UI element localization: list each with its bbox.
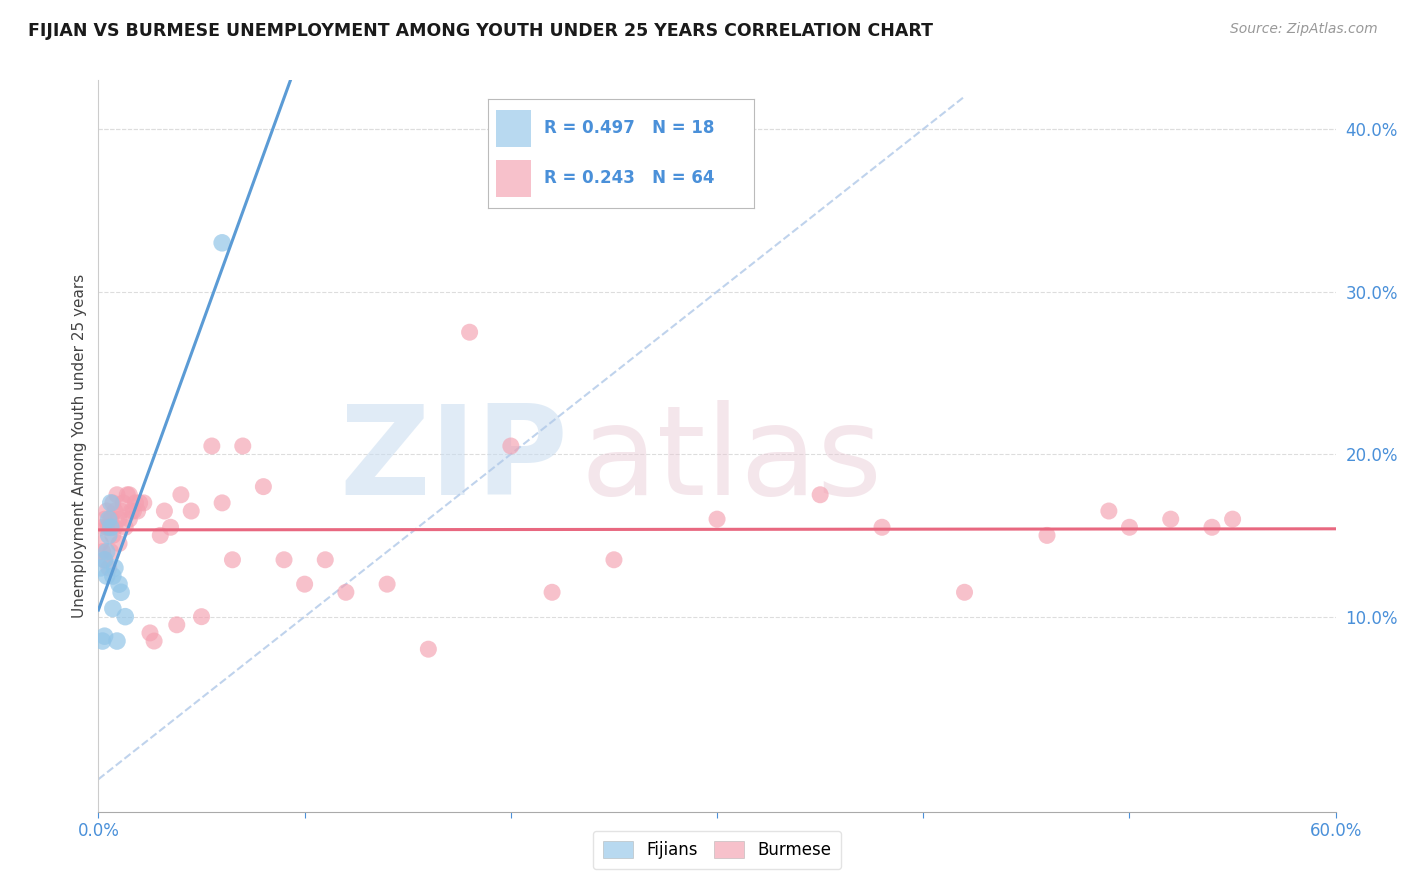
Point xyxy=(100,520,122,534)
Text: Source: ZipAtlas.com: Source: ZipAtlas.com xyxy=(1230,22,1378,37)
Point xyxy=(91,520,114,534)
Point xyxy=(118,512,141,526)
Point xyxy=(603,553,626,567)
Text: atlas: atlas xyxy=(581,401,883,521)
Point xyxy=(114,520,136,534)
Point xyxy=(114,609,136,624)
Point xyxy=(953,585,976,599)
Point xyxy=(89,536,111,550)
Point xyxy=(314,553,336,567)
Point xyxy=(232,439,254,453)
Point xyxy=(112,496,135,510)
Point xyxy=(294,577,316,591)
Point xyxy=(211,496,233,510)
Point xyxy=(108,512,131,526)
Point xyxy=(1160,512,1182,526)
Point xyxy=(96,544,118,558)
Point xyxy=(211,235,233,250)
Point xyxy=(120,504,142,518)
Point xyxy=(458,325,481,339)
Point xyxy=(96,520,118,534)
Point xyxy=(89,561,111,575)
Point xyxy=(153,504,176,518)
Point xyxy=(96,504,118,518)
Point xyxy=(808,488,831,502)
Y-axis label: Unemployment Among Youth under 25 years: Unemployment Among Youth under 25 years xyxy=(72,274,87,618)
Point xyxy=(101,569,124,583)
Point xyxy=(124,496,146,510)
Point xyxy=(101,528,124,542)
Point xyxy=(104,520,127,534)
Point xyxy=(1036,528,1059,542)
Point xyxy=(335,585,357,599)
Point xyxy=(91,634,114,648)
Point xyxy=(201,439,224,453)
Point xyxy=(1201,520,1223,534)
Point xyxy=(221,553,243,567)
Point xyxy=(122,504,145,518)
Point xyxy=(418,642,440,657)
Point xyxy=(273,553,295,567)
Point xyxy=(706,512,728,526)
Point xyxy=(108,536,131,550)
Text: ZIP: ZIP xyxy=(340,401,568,521)
Point xyxy=(93,553,115,567)
Point xyxy=(100,496,122,510)
Point xyxy=(110,585,132,599)
Point xyxy=(91,544,114,558)
Point xyxy=(97,528,120,542)
Point xyxy=(1222,512,1244,526)
Point xyxy=(96,569,118,583)
Point xyxy=(104,561,127,575)
Point xyxy=(93,629,115,643)
Point xyxy=(252,480,274,494)
Point xyxy=(105,488,128,502)
Point xyxy=(127,504,149,518)
Point xyxy=(101,496,124,510)
Point xyxy=(170,488,193,502)
Point xyxy=(132,496,155,510)
Point xyxy=(180,504,202,518)
Point xyxy=(541,585,564,599)
Point xyxy=(117,488,139,502)
Point xyxy=(143,634,166,648)
Point xyxy=(93,512,115,526)
Point xyxy=(104,504,127,518)
Point xyxy=(1118,520,1140,534)
Point xyxy=(190,609,212,624)
Point xyxy=(101,601,124,615)
Point xyxy=(499,439,522,453)
Point xyxy=(375,577,398,591)
Point xyxy=(105,634,128,648)
Point xyxy=(118,488,141,502)
Point xyxy=(139,626,162,640)
Text: FIJIAN VS BURMESE UNEMPLOYMENT AMONG YOUTH UNDER 25 YEARS CORRELATION CHART: FIJIAN VS BURMESE UNEMPLOYMENT AMONG YOU… xyxy=(28,22,934,40)
Point xyxy=(108,577,131,591)
Point xyxy=(1098,504,1121,518)
Point xyxy=(100,544,122,558)
Point xyxy=(159,520,181,534)
Point xyxy=(100,512,122,526)
Point xyxy=(110,504,132,518)
Legend: Fijians, Burmese: Fijians, Burmese xyxy=(593,831,841,869)
Point xyxy=(97,561,120,575)
Point xyxy=(97,512,120,526)
Point xyxy=(128,496,150,510)
Point xyxy=(149,528,172,542)
Point xyxy=(97,520,120,534)
Point xyxy=(166,617,188,632)
Point xyxy=(870,520,893,534)
Point xyxy=(93,553,115,567)
